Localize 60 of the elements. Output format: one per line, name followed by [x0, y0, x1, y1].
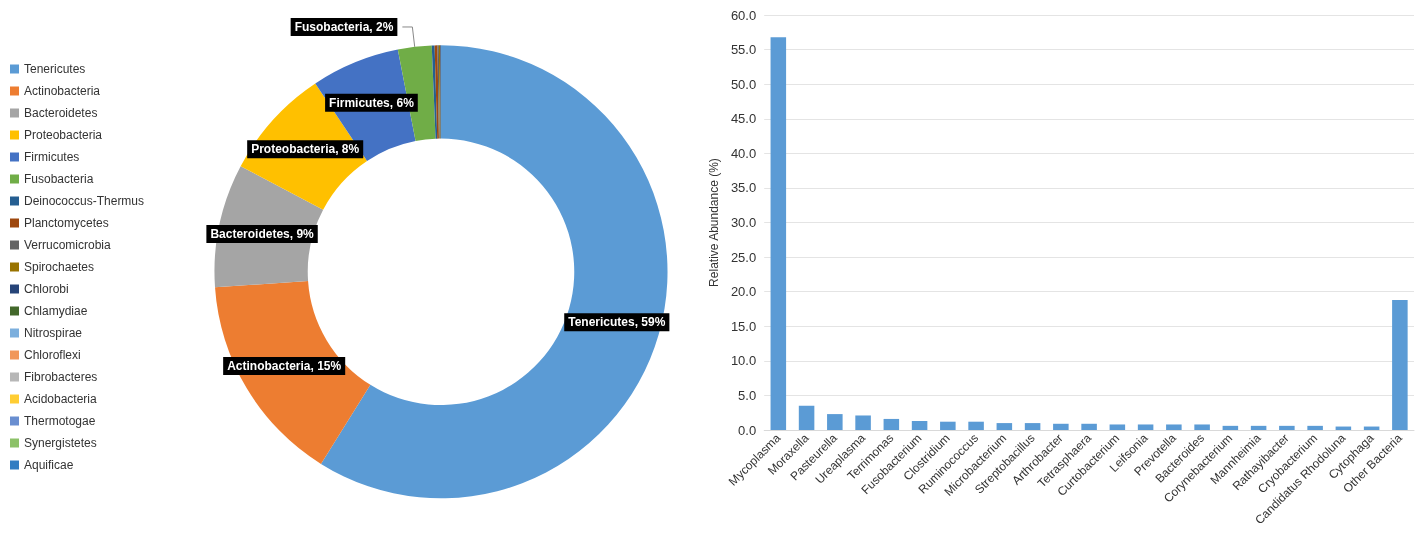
- data-label: Bacteroidetes, 9%: [210, 226, 315, 241]
- legend-label: Bacteroidetes: [24, 106, 98, 120]
- y-tick-label: 50.0: [730, 76, 757, 92]
- legend-label: Deinococcus-Thermus: [24, 194, 145, 208]
- y-axis-title: Relative Abundance (%): [707, 158, 721, 287]
- legend-label: Tenericutes: [24, 62, 86, 76]
- legend-label: Chloroflexi: [24, 348, 81, 362]
- y-tick-label: 0.0: [738, 422, 757, 438]
- legend-label: Chlamydiae: [24, 304, 88, 318]
- data-label: Fusobacteria, 2%: [294, 19, 394, 34]
- y-tick-label: 40.0: [730, 145, 757, 161]
- bar: [770, 37, 787, 430]
- legend-label: Actinobacteria: [24, 84, 101, 98]
- bar: [1307, 425, 1323, 430]
- legend-label: Fusobacteria: [24, 172, 94, 186]
- bar: [1166, 424, 1182, 430]
- y-tick-label: 15.0: [730, 318, 757, 334]
- bar: [855, 415, 871, 430]
- legend-label: Thermotogae: [24, 414, 96, 428]
- y-tick-label: 5.0: [738, 387, 757, 403]
- y-tick-label: 35.0: [730, 180, 757, 196]
- legend-label: Proteobacteria: [24, 128, 103, 142]
- bar: [968, 421, 984, 430]
- bar: [1392, 299, 1408, 430]
- y-tick-label: 45.0: [730, 111, 757, 127]
- y-tick-label: 55.0: [730, 42, 757, 58]
- legend-label: Aquificae: [24, 458, 74, 472]
- bar: [1194, 424, 1210, 430]
- bar: [883, 418, 900, 430]
- y-tick-label: 10.0: [730, 353, 757, 369]
- bar: [996, 423, 1013, 430]
- legend-label: Fibrobacteres: [24, 370, 98, 384]
- bar: [1081, 423, 1097, 430]
- legend-label: Planctomycetes: [24, 216, 109, 230]
- bar: [911, 421, 928, 430]
- data-label: Tenericutes, 59%: [568, 315, 666, 330]
- data-label: Firmicutes, 6%: [329, 95, 415, 110]
- bar: [1109, 424, 1126, 430]
- legend-label: Chlorobi: [24, 282, 69, 296]
- bar: [940, 421, 956, 430]
- y-tick-label: 20.0: [730, 284, 757, 300]
- bar: [1250, 425, 1267, 430]
- data-label: Actinobacteria, 15%: [227, 358, 342, 373]
- bar: [1279, 425, 1295, 430]
- bar: [1222, 425, 1239, 430]
- bar: [1053, 423, 1069, 430]
- legend-label: Nitrospirae: [24, 326, 83, 340]
- legend-label: Firmicutes: [24, 150, 80, 164]
- data-label: Proteobacteria, 8%: [251, 142, 360, 157]
- y-tick-label: 60.0: [730, 7, 757, 23]
- legend-label: Synergistetes: [24, 436, 97, 450]
- legend-label: Verrucomicrobia: [24, 238, 112, 252]
- legend-label: Spirochaetes: [24, 260, 95, 274]
- legend-label: Acidobacteria: [24, 392, 98, 406]
- y-tick-label: 30.0: [730, 215, 757, 230]
- bar: [1024, 423, 1041, 430]
- bar: [1137, 424, 1154, 430]
- y-tick-label: 25.0: [730, 249, 757, 265]
- bar: [798, 405, 815, 430]
- bar: [827, 414, 843, 430]
